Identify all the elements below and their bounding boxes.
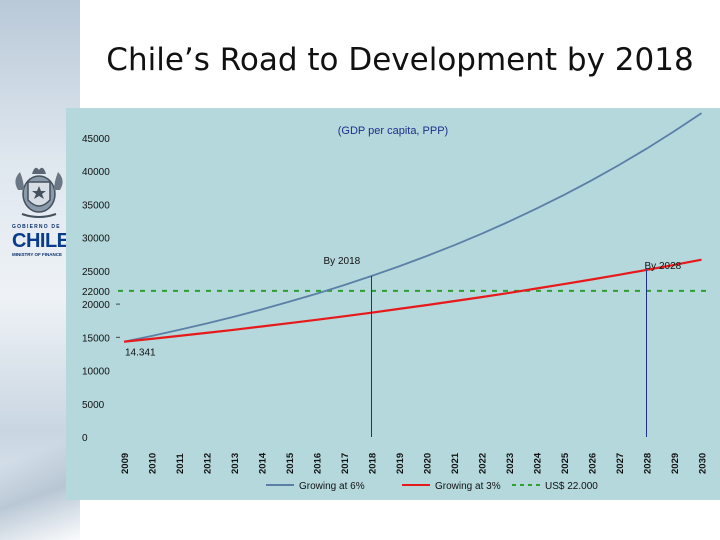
y-tick-label: 30000 <box>82 234 110 245</box>
y-tick-label: 0 <box>82 433 88 444</box>
chart-title: (GDP per capita, PPP) <box>338 125 448 137</box>
x-tick-label: 2009 <box>120 453 131 474</box>
y-tick-label: 35000 <box>82 200 110 211</box>
gdp-chart: (GDP per capita, PPP) 0 5000 10000 15000 2000… <box>82 112 709 492</box>
logo-top-text: GOBIERNO DE <box>12 224 61 230</box>
annotation-start-value: 14.341 <box>125 348 156 359</box>
x-tick-label: 2014 <box>258 452 269 474</box>
chart-panel: (GDP per capita, PPP) 0 5000 10000 15000 2000… <box>66 108 720 500</box>
x-tick-label: 2012 <box>203 453 214 474</box>
y-tick-label: 40000 <box>82 167 110 178</box>
legend-target-label: US$ 22.000 <box>545 481 598 492</box>
legend-growing-3-label: Growing at 3% <box>435 481 501 492</box>
x-tick-label: 2016 <box>313 453 324 474</box>
y-tick-label: 45000 <box>82 134 110 145</box>
x-tick-label: 2030 <box>698 453 709 474</box>
x-tick-label: 2011 <box>175 453 186 474</box>
y-tick-label: 25000 <box>82 267 110 278</box>
series-line-3-percent <box>123 258 702 343</box>
x-tick-label: 2026 <box>588 453 599 474</box>
x-tick-label: 2017 <box>340 453 351 474</box>
x-tick-label: 2010 <box>148 453 159 474</box>
series-line-6-percent <box>123 112 702 343</box>
slide-title: Chile’s Road to Development by 2018 <box>106 42 694 78</box>
y-tick-label: 10000 <box>82 367 110 378</box>
annotation-by-2018: By 2018 <box>324 256 361 267</box>
annotation-by-2028: By 2028 <box>645 261 682 272</box>
x-tick-label: 2019 <box>395 453 406 474</box>
y-tick-label: 15000 <box>82 333 110 344</box>
y-tick-label: 22000 <box>82 287 110 298</box>
x-tick-label: 2023 <box>505 453 516 474</box>
y-tick-label: 20000 <box>82 300 110 311</box>
x-tick-label: 2027 <box>615 453 626 474</box>
x-tick-label: 2021 <box>450 452 461 474</box>
logo-sub-text: MINISTRY OF FINANCE <box>12 252 63 257</box>
x-tick-label: 2015 <box>285 452 296 474</box>
legend-growing-6-label: Growing at 6% <box>299 481 365 492</box>
coat-of-arms-icon <box>15 167 63 218</box>
x-tick-label: 2024 <box>533 452 544 474</box>
x-tick-label: 2020 <box>423 453 434 474</box>
y-tick-label: 5000 <box>82 400 105 411</box>
logo-name: CHILE <box>12 230 70 252</box>
government-logo: GOBIERNO DE CHILE MINISTRY OF FINANCE <box>2 160 78 260</box>
x-tick-label: 2018 <box>368 453 379 474</box>
x-tick-label: 2025 <box>560 452 571 474</box>
x-tick-label: 2029 <box>670 453 681 474</box>
x-tick-label: 2028 <box>643 453 654 474</box>
x-tick-label: 2022 <box>478 453 489 474</box>
x-tick-label: 2013 <box>230 453 241 474</box>
